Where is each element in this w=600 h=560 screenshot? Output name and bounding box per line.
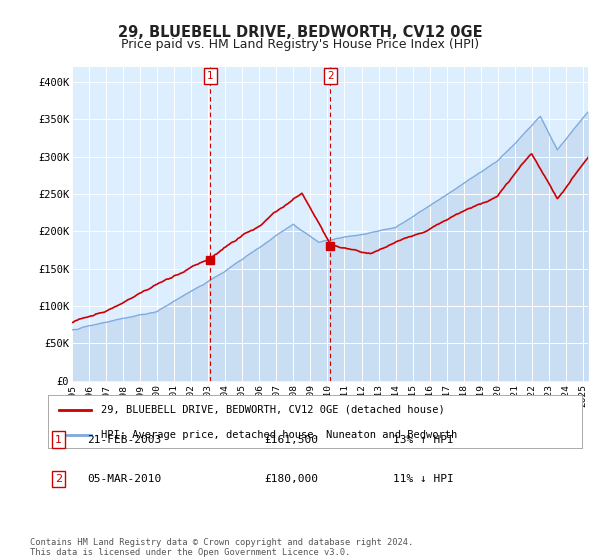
- Text: 2: 2: [327, 71, 334, 81]
- Text: 11% ↓ HPI: 11% ↓ HPI: [393, 474, 454, 484]
- Text: HPI: Average price, detached house, Nuneaton and Bedworth: HPI: Average price, detached house, Nune…: [101, 430, 458, 440]
- Text: Contains HM Land Registry data © Crown copyright and database right 2024.
This d: Contains HM Land Registry data © Crown c…: [30, 538, 413, 557]
- Text: 1: 1: [55, 435, 62, 445]
- Bar: [210, 67, 331, 381]
- Text: 1: 1: [207, 71, 214, 81]
- Text: 05-MAR-2010: 05-MAR-2010: [87, 474, 161, 484]
- Text: £180,000: £180,000: [264, 474, 318, 484]
- Text: 21-FEB-2003: 21-FEB-2003: [87, 435, 161, 445]
- Text: £161,500: £161,500: [264, 435, 318, 445]
- Text: 29, BLUEBELL DRIVE, BEDWORTH, CV12 0GE (detached house): 29, BLUEBELL DRIVE, BEDWORTH, CV12 0GE (…: [101, 405, 445, 415]
- Text: 29, BLUEBELL DRIVE, BEDWORTH, CV12 0GE: 29, BLUEBELL DRIVE, BEDWORTH, CV12 0GE: [118, 25, 482, 40]
- Text: 2: 2: [55, 474, 62, 484]
- Text: 13% ↑ HPI: 13% ↑ HPI: [393, 435, 454, 445]
- Text: Price paid vs. HM Land Registry's House Price Index (HPI): Price paid vs. HM Land Registry's House …: [121, 38, 479, 51]
